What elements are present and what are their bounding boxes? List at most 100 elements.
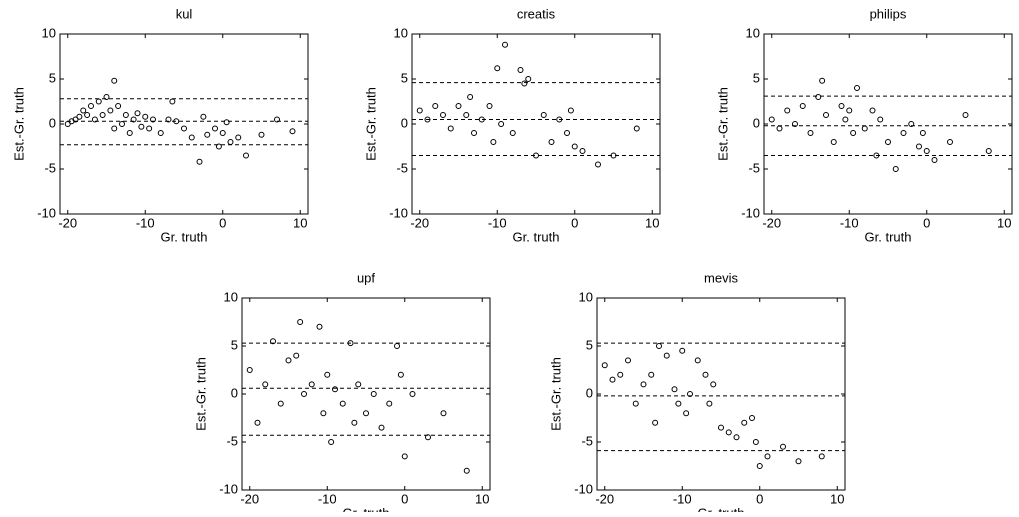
point <box>718 424 724 431</box>
point <box>339 400 346 407</box>
y-tick-label: 5 <box>586 337 593 352</box>
point <box>301 391 307 397</box>
y-tick-label: -5 <box>226 433 238 448</box>
point <box>378 424 385 431</box>
point <box>795 458 802 465</box>
plot-area <box>596 297 846 491</box>
point <box>571 143 578 150</box>
point <box>293 352 300 359</box>
point <box>494 65 501 72</box>
y-axis-label: Est.-Gr. truth <box>548 357 563 431</box>
point <box>764 453 771 460</box>
y-tick-label: 5 <box>753 70 760 85</box>
point <box>579 148 586 154</box>
point <box>885 139 891 145</box>
point <box>799 103 806 109</box>
point <box>792 121 798 127</box>
point <box>521 80 528 87</box>
point <box>169 98 176 105</box>
point <box>823 112 829 118</box>
point <box>107 107 114 114</box>
x-tick-label: 10 <box>830 491 844 506</box>
point <box>846 107 853 114</box>
x-tick-label: -20 <box>595 491 614 506</box>
plot-area <box>763 33 1013 215</box>
point <box>861 125 868 132</box>
point <box>308 381 315 388</box>
point <box>463 467 470 474</box>
x-tick-label: 0 <box>219 215 226 230</box>
x-axis-label: Gr. truth <box>513 229 560 244</box>
point <box>850 130 857 136</box>
y-tick-label: 0 <box>401 115 408 130</box>
point <box>72 116 79 123</box>
point <box>188 134 195 141</box>
point <box>416 107 423 114</box>
point <box>142 113 149 120</box>
x-tick-label: -10 <box>318 491 337 506</box>
point <box>363 410 369 417</box>
point <box>819 77 826 84</box>
point <box>517 67 524 73</box>
x-tick-label: -10 <box>488 215 507 230</box>
y-tick-label: 10 <box>42 25 56 40</box>
point <box>320 410 327 417</box>
point <box>432 103 439 109</box>
point <box>84 112 91 118</box>
point <box>694 357 701 364</box>
panel-title: kul <box>176 6 193 21</box>
point <box>386 400 393 407</box>
point <box>609 376 616 383</box>
point <box>540 112 547 118</box>
point <box>467 94 474 100</box>
plot-area <box>411 33 661 215</box>
point <box>447 125 454 132</box>
point <box>215 143 222 150</box>
point <box>401 453 408 460</box>
point <box>455 103 462 109</box>
point <box>617 371 624 378</box>
y-tick-label: 5 <box>401 70 408 85</box>
point <box>776 125 783 132</box>
point <box>854 85 860 91</box>
point <box>277 400 284 407</box>
point <box>710 381 717 388</box>
point <box>749 415 755 421</box>
point <box>111 125 118 132</box>
point <box>830 139 837 145</box>
point <box>671 386 678 393</box>
point <box>595 161 601 168</box>
y-tick-label: -10 <box>37 205 56 220</box>
panel-title: mevis <box>704 270 738 285</box>
y-tick-label: -10 <box>389 205 408 220</box>
point <box>440 410 447 417</box>
point <box>869 107 876 114</box>
x-axis-label: Gr. truth <box>865 229 912 244</box>
point <box>683 410 690 417</box>
point <box>908 121 915 127</box>
x-tick-label: -20 <box>58 215 77 230</box>
point <box>316 323 323 330</box>
x-tick-label: -20 <box>762 215 781 230</box>
point <box>471 130 477 136</box>
point <box>440 112 446 118</box>
x-tick-label: 10 <box>475 491 489 506</box>
point <box>679 347 686 354</box>
point <box>556 116 563 123</box>
point <box>842 116 849 123</box>
y-tick-label: -5 <box>748 160 760 175</box>
point <box>115 103 122 109</box>
y-tick-label: 0 <box>49 115 56 130</box>
point <box>397 371 404 378</box>
point <box>130 116 137 123</box>
point <box>509 130 516 136</box>
x-axis-label: Gr. truth <box>161 229 208 244</box>
point <box>818 453 825 460</box>
point <box>409 391 416 397</box>
point <box>425 434 431 441</box>
